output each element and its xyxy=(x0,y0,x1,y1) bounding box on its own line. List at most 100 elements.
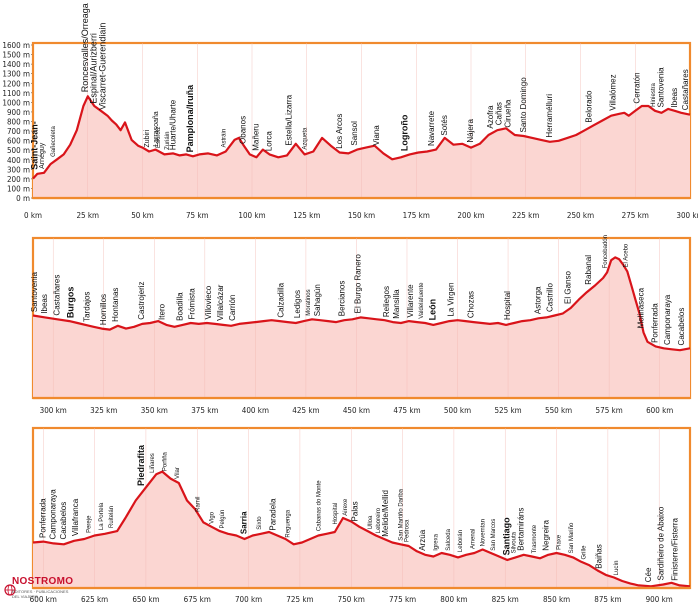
y-tick-label: 700 m xyxy=(7,127,30,136)
place-label: Viana xyxy=(372,125,381,146)
place-label: San Martiño Dariba xyxy=(399,488,405,540)
place-label: Frómista xyxy=(188,288,197,320)
y-tick-label: 1200 m xyxy=(2,79,30,88)
place-label: Leborán xyxy=(458,530,464,552)
x-tick-label: 850 km xyxy=(543,595,570,604)
place-label: Palas xyxy=(350,501,359,521)
x-tick-label: 125 km xyxy=(293,211,320,220)
place-label: Hospital xyxy=(333,503,339,525)
profile-panel: 0 km 25 km 50 km 75 km 100 km 125 km 150 km 175… xyxy=(24,3,698,220)
place-label: Mansilla xyxy=(392,289,401,319)
place-label: Melide/Mellid xyxy=(381,490,390,537)
place-label: Pereje xyxy=(86,515,92,533)
place-label: Reliegos xyxy=(382,286,391,317)
place-label: Villalcázar xyxy=(216,284,225,321)
x-tick-label: 775 km xyxy=(389,595,416,604)
x-tick-label: 325 km xyxy=(90,406,117,415)
y-tick-label: 800 m xyxy=(7,118,30,127)
place-label: La Virgen xyxy=(446,283,455,317)
y-tick-label: 1500 m xyxy=(2,51,30,60)
place-label: Castañares xyxy=(681,69,690,110)
place-label: Villarente xyxy=(406,284,415,318)
place-label: Hiniestra xyxy=(651,82,657,106)
place-label: Ponferrada xyxy=(38,498,47,538)
place-label: Ramil xyxy=(195,496,201,511)
place-label: Leboreiro xyxy=(376,507,382,533)
elevation-line xyxy=(32,470,691,588)
place-label: Sardiñeiro de Abaixo xyxy=(656,506,665,580)
x-tick-label: 725 km xyxy=(286,595,313,604)
x-tick-label: 900 km xyxy=(646,595,673,604)
place-label: Sotés xyxy=(440,115,449,135)
globe-icon xyxy=(4,584,16,596)
place-label: Zuriáin xyxy=(165,132,171,150)
place-label: Paradela xyxy=(268,498,277,531)
profile-panels: 0 km 25 km 50 km 75 km 100 km 125 km 150 km 175… xyxy=(24,3,698,604)
logo-name: NOSTROMO xyxy=(12,576,74,587)
x-tick-label: 25 km xyxy=(76,211,99,220)
place-label: Igrexa xyxy=(433,533,439,550)
logo-subtitle: EDITORES · PUBLICACIONES DEL VIAJERO xyxy=(12,589,69,599)
place-label: Astráin xyxy=(222,129,228,148)
place-label: Santovenia xyxy=(30,272,39,313)
y-tick-label: 100 m xyxy=(7,184,30,193)
x-tick-label: 475 km xyxy=(393,406,420,415)
y-tick-label: 400 m xyxy=(7,156,30,165)
place-label: Herramélluri xyxy=(545,94,554,138)
place-label: Pedrosa xyxy=(405,519,411,542)
x-tick-label: 675 km xyxy=(184,595,211,604)
place-label: Amenal xyxy=(470,529,476,549)
y-tick-label: 500 m xyxy=(7,146,30,155)
place-label: Ulloa xyxy=(368,515,374,529)
place-label: Cacabelos xyxy=(677,308,686,346)
x-tick-label: 150 km xyxy=(348,211,375,220)
place-label: San Marcos xyxy=(491,519,497,551)
x-tick-label: 875 km xyxy=(594,595,621,604)
place-label: Sansol xyxy=(350,121,359,146)
place-label: Sahagún xyxy=(313,284,322,316)
place-label: Ponferrada xyxy=(651,303,660,343)
place-label: Novemtan xyxy=(481,519,487,546)
place-label: Logroño xyxy=(399,114,409,151)
place-label: Villafranca xyxy=(71,498,80,536)
y-tick-label: 1000 m xyxy=(2,98,30,107)
place-label: Piaxe xyxy=(557,534,563,550)
place-label: Trasmonte xyxy=(532,524,538,553)
x-tick-label: 225 km xyxy=(512,211,539,220)
place-label: Cañas xyxy=(495,102,504,125)
x-tick-label: 825 km xyxy=(492,595,519,604)
place-label: Moratinos xyxy=(306,289,312,315)
place-label: Finisterre/Fisterra xyxy=(671,517,680,580)
place-label: Ruitelán xyxy=(109,506,115,528)
place-label: Pamplona/Iruña xyxy=(185,84,195,153)
place-label: Azqueta xyxy=(303,127,309,150)
place-label: Zubiri xyxy=(144,130,151,148)
x-tick-label: 600 km xyxy=(30,595,57,604)
x-tick-label: 400 km xyxy=(242,406,269,415)
place-label: Vigo xyxy=(210,511,216,524)
place-label: Pelgún xyxy=(220,510,226,529)
x-tick-label: 450 km xyxy=(343,406,370,415)
place-label: Camponaraya xyxy=(663,294,672,345)
place-label: Saint-Jean- xyxy=(29,121,39,170)
y-tick-label: 1400 m xyxy=(2,60,30,69)
place-label: Navarrete xyxy=(427,110,436,146)
place-label: Sixto xyxy=(257,516,263,530)
place-label: Airexe xyxy=(343,498,349,516)
place-label: Mañeru xyxy=(252,124,261,151)
place-label: Bertamiráns xyxy=(517,508,526,551)
x-tick-label: 800 km xyxy=(440,595,467,604)
place-label: Itero xyxy=(157,303,166,320)
place-label: Ibeas xyxy=(670,88,679,108)
x-tick-label: 250 km xyxy=(567,211,594,220)
place-label: El Ganso xyxy=(564,271,573,304)
place-label: Castrillo xyxy=(546,283,555,312)
x-tick-label: 575 km xyxy=(596,406,623,415)
place-label: Chozas xyxy=(467,291,476,318)
profile-panel: 300 km 325 km 350 km 375 km 400 km 425 km 450 … xyxy=(30,235,692,415)
x-tick-label: 75 km xyxy=(186,211,209,220)
place-label: El Burgo Ranero xyxy=(353,254,362,314)
place-label: Sarria xyxy=(240,511,249,534)
x-tick-label: 625 km xyxy=(81,595,108,604)
place-label: El Acebo xyxy=(623,243,629,267)
